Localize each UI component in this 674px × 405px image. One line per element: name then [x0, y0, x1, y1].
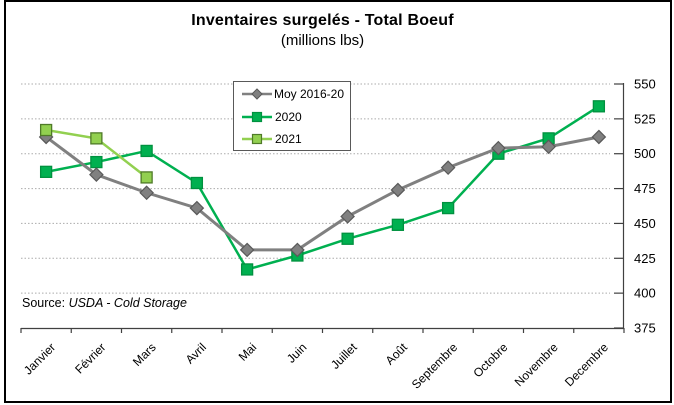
x-tick-label: Octobre	[470, 340, 510, 380]
chart-title: Inventaires surgelés - Total Boeuf	[191, 12, 454, 29]
x-tick-label: Novembre	[512, 340, 561, 389]
y-tick-label: 375	[634, 321, 656, 336]
legend-label: 2020	[275, 109, 302, 124]
data-point-square	[39, 123, 53, 137]
x-tick-label: Juin	[284, 340, 309, 365]
data-point-diamond	[239, 242, 255, 258]
series-2021	[39, 123, 153, 184]
data-point-square	[140, 171, 153, 184]
x-tick-label: Decembre	[562, 340, 611, 389]
data-point-diamond	[390, 182, 406, 198]
legend-item-moy-2016-20: Moy 2016-20	[241, 87, 344, 101]
data-point-diamond	[290, 242, 305, 258]
legend-marker-icon	[242, 111, 272, 122]
y-tick-label: 500	[634, 146, 656, 161]
data-point-diamond	[591, 129, 607, 145]
x-tick-label: Septembre	[409, 340, 461, 392]
chart-legend: Moy 2016-20 2020 2021	[233, 81, 351, 151]
data-point-square	[592, 100, 606, 113]
series-line	[45, 105, 600, 271]
data-point-square	[441, 201, 455, 215]
data-point-diamond	[89, 167, 104, 182]
y-tick-label: 550	[634, 77, 656, 92]
data-point-diamond	[189, 200, 205, 216]
data-point-square	[39, 165, 53, 178]
chart-subtitle: (millions lbs)	[280, 32, 365, 49]
source-note: Source: USDA - Cold Storage	[22, 296, 187, 310]
data-point-diamond	[139, 185, 154, 201]
data-point-square	[341, 232, 354, 245]
x-tick-label: Juillet	[328, 340, 360, 372]
x-tick-label: Mars	[130, 340, 159, 369]
legend-label: 2021	[275, 132, 302, 146]
x-tick-label: Avril	[183, 340, 209, 366]
y-tick-label: 425	[634, 251, 656, 266]
data-point-square	[190, 176, 204, 190]
x-tick-label: Août	[383, 340, 411, 368]
x-tick-label: Janvier	[21, 340, 58, 377]
source-label: Source:	[22, 296, 69, 310]
data-point-diamond	[491, 140, 506, 156]
y-tick-label: 400	[634, 286, 656, 301]
data-point-square	[90, 132, 103, 145]
legend-marker-icon	[242, 133, 272, 145]
data-point-square	[90, 155, 103, 169]
x-tick-label: Février	[72, 340, 108, 376]
data-point-square	[391, 218, 405, 231]
data-point-diamond	[440, 160, 456, 176]
data-point-square	[240, 263, 254, 276]
legend-item-2020: 2020	[241, 110, 344, 124]
x-tick-label: Mai	[236, 340, 260, 364]
data-point-diamond	[340, 209, 355, 224]
y-tick-label: 450	[634, 216, 656, 231]
legend-marker-icon	[242, 88, 272, 100]
series-line	[45, 135, 600, 252]
data-point-square	[140, 144, 153, 158]
data-point-diamond	[541, 139, 556, 155]
y-tick-label: 475	[634, 181, 656, 196]
source-text: USDA - Cold Storage	[68, 296, 187, 310]
y-tick-label: 525	[634, 111, 656, 126]
legend-label: Moy 2016-20	[273, 87, 344, 101]
legend-item-2021: 2021	[241, 132, 344, 146]
